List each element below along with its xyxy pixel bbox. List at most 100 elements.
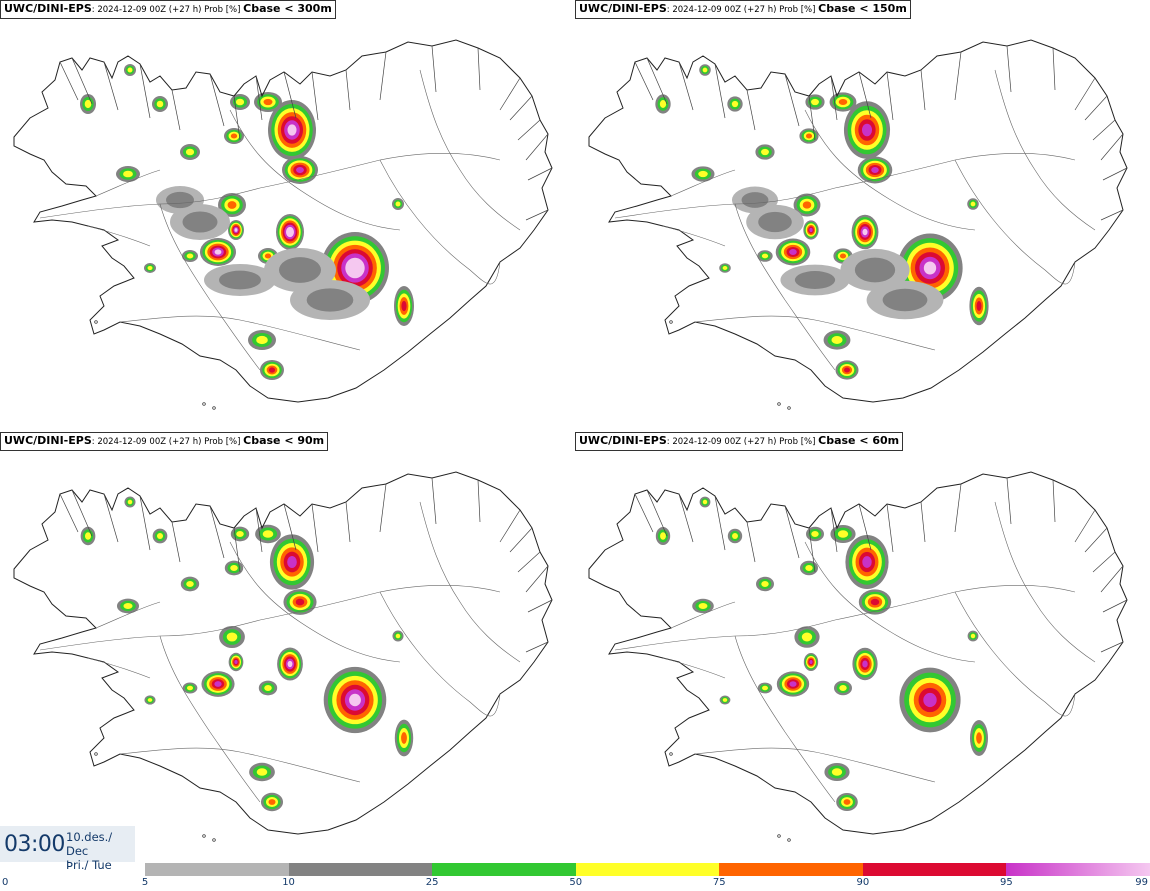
panel-title: UWC/DINI-EPS: 2024-12-09 00Z (+27 h) Pro… [575,432,904,451]
boundary-line [229,541,401,663]
probability-area [268,799,276,805]
probability-area [761,148,769,156]
probability-area [761,581,769,587]
probability-area [702,499,708,505]
probability-area [837,530,849,538]
boundary-line [994,501,1096,663]
probability-area [811,531,819,537]
boundary-line [419,69,521,231]
probability-area [235,98,245,106]
fjord-line [345,477,521,543]
probability-area [166,191,194,209]
probability-area [219,270,261,290]
parameter-label: Cbase < 60m [818,434,900,447]
island [212,406,216,410]
boundary-line [379,591,501,717]
probability-area [831,768,843,776]
island [787,406,791,410]
probability-area [84,532,92,540]
probability-area [660,532,666,540]
probability-area [349,693,361,707]
probability-area [230,564,238,572]
colorbar-ticks: 0 5 10 25 50 75 90 95 99 [0,877,1150,891]
probability-area [811,98,819,106]
boundary-line [734,635,836,803]
probability-area [976,301,982,311]
panel-title: UWC/DINI-EPS: 2024-12-09 00Z (+27 h) Pro… [575,0,911,19]
boundary-line [694,315,936,351]
parameter-label: Cbase < 90m [243,434,325,447]
boundary-line [734,203,836,371]
probability-area [838,98,848,106]
probability-area [262,530,274,538]
colorbar-tick-label: 10 [282,877,295,888]
boundary-line [229,109,401,231]
boundary-line [994,69,1096,231]
colorbar-tick-label: 99 [1135,877,1148,888]
colorbar-tick-label: 95 [1000,877,1013,888]
probability-area [970,633,976,639]
colorbar-bin [432,863,577,876]
probability-area [923,692,937,708]
probability-area [287,660,293,668]
colorbar-bin [862,863,1007,876]
run-meta: : 2024-12-09 00Z (+27 h) Prob [%] [91,437,244,447]
probability-area [84,99,92,109]
probability-area [862,660,868,668]
probability-area [264,684,272,692]
coastline [588,471,1128,835]
fjord-line [1084,95,1128,221]
probability-area [401,300,407,312]
boundary-line [954,591,1076,717]
probability-area [395,201,401,207]
colorbar-tick-label: 90 [856,877,870,888]
run-meta: : 2024-12-09 00Z (+27 h) Prob [%] [91,5,244,15]
probability-area [862,228,868,236]
map-panel-90m: UWC/DINI-EPS: 2024-12-09 00Z (+27 h) Pro… [0,432,575,862]
probability-area [306,288,354,312]
probability-area [287,229,293,235]
map-panel-300m: UWC/DINI-EPS: 2024-12-09 00Z (+27 h) Pro… [0,0,575,430]
probability-area [794,271,836,289]
probability-area [123,170,133,178]
probability-area [761,253,769,259]
probability-area [698,170,708,178]
parameter-label: Cbase < 150m [818,2,907,15]
boundary-line [159,203,261,371]
colorbar-tick-label: 0 [2,877,9,888]
colorbar-bin [1006,863,1150,876]
fjord-line [920,45,1096,111]
valid-time-clock: 03:00 [4,832,65,857]
probability-area [227,201,237,209]
fjord-line [345,45,521,111]
island [669,752,673,756]
probability-area [722,266,728,270]
probability-area [789,249,797,255]
coastline [13,471,553,835]
iceland-map [13,39,553,410]
iceland-map [13,471,553,842]
probability-area [839,685,847,691]
probability-area [659,100,667,108]
probability-area [263,98,273,106]
probability-area [970,201,976,207]
probability-area [349,262,361,274]
probability-area [123,602,133,610]
fjord-line [59,57,181,131]
probability-area [234,659,238,665]
probability-area [731,100,739,108]
model-name: UWC/DINI-EPS [579,434,667,447]
probability-area [805,133,813,139]
boundary-line [87,169,161,247]
model-name: UWC/DINI-EPS [4,2,92,15]
model-name: UWC/DINI-EPS [4,434,92,447]
probability-area [236,530,244,538]
probability-area [732,533,738,539]
boundary-line [119,315,361,351]
run-meta: : 2024-12-09 00Z (+27 h) Prob [%] [666,5,819,15]
island [94,320,98,324]
probability-colorbar [145,863,1150,876]
boundary-line [87,601,161,679]
island [669,320,673,324]
colorbar-bin [719,863,864,876]
